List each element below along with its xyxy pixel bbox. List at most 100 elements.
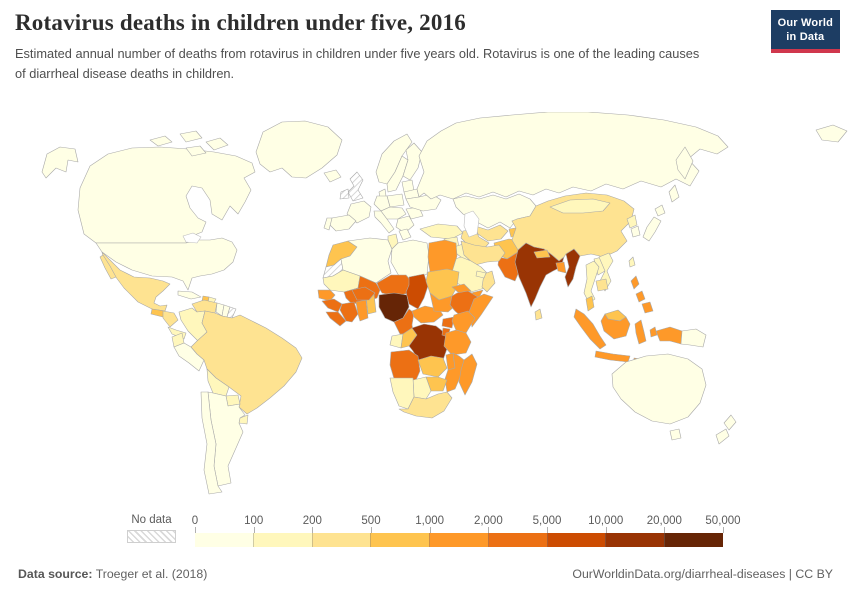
country-uae-qatar[interactable] [475,270,487,279]
country-cambodia[interactable] [595,278,609,292]
country-nepal[interactable] [533,249,551,259]
map-legend: No data 0 100 200 500 1,000 2,000 5,000 10,000 2… [0,513,850,555]
country-honduras-nicaragua[interactable] [162,310,179,328]
country-burkina-faso[interactable] [351,286,376,301]
country-cuba[interactable] [177,290,202,300]
legend-tick-mark [547,527,548,533]
legend-tick-label: 200 [302,515,322,527]
country-iceland[interactable] [323,169,342,183]
legend-tick-mark [312,527,314,533]
country-thailand[interactable] [583,260,600,304]
country-balkans[interactable] [395,215,415,234]
country-chad[interactable] [405,273,429,310]
country-chile[interactable] [200,391,223,495]
owid-logo-line1: Our World [777,17,833,29]
country-australia[interactable] [611,353,707,425]
legend-tick-mark [664,527,666,533]
legend-bin[interactable] [487,533,547,547]
country-united-kingdom[interactable] [347,171,364,202]
legend-tick-label: 100 [244,515,264,527]
owid-logo[interactable]: Our World in Data [770,10,840,53]
country-north-korea[interactable] [626,214,638,229]
country-egypt[interactable] [427,239,458,273]
country-uganda[interactable] [441,316,455,329]
country-senegal[interactable] [317,289,336,302]
country-ghana[interactable] [355,299,369,322]
country-oman[interactable] [481,270,496,293]
country-canada-arctic-4[interactable] [185,145,207,157]
country-guinea[interactable] [321,298,343,313]
country-australia-tasmania[interactable] [669,428,682,441]
country-bangladesh[interactable] [555,261,567,274]
country-south-korea[interactable] [630,225,641,238]
legend-tick-mark [253,527,255,533]
country-canada-arctic-2[interactable] [179,130,203,143]
legend-bin[interactable] [664,533,724,547]
legend-bin[interactable] [195,533,253,547]
legend-tick-label: 1,000 [415,515,445,527]
legend-tick-mark [605,527,607,533]
page-subtitle: Estimated annual number of deaths from r… [15,46,700,81]
country-canada[interactable] [77,146,256,244]
country-sierra-leone-liberia[interactable] [325,311,347,327]
country-angola[interactable] [389,349,421,383]
country-eritrea[interactable] [451,283,472,294]
country-myanmar[interactable] [564,248,581,288]
country-canada-arctic-3[interactable] [205,137,229,151]
country-new-zealand[interactable] [715,414,737,445]
country-finland[interactable] [402,142,423,181]
country-tanzania[interactable] [443,329,472,356]
legend-tick-label: 20,000 [646,515,682,527]
country-sri-lanka[interactable] [534,308,543,321]
country-zambia[interactable] [417,355,448,378]
country-usa-alaska[interactable] [41,146,79,179]
country-turkey[interactable] [419,223,464,240]
legend-no-data-swatch[interactable] [127,530,176,543]
legend-bin[interactable] [311,533,371,547]
country-russia-kamchatka[interactable] [675,146,694,180]
legend-bin[interactable] [370,533,430,547]
legend-no-data: No data [127,514,176,543]
country-greenland[interactable] [255,120,343,179]
legend-ticks: 0 100 200 500 1,000 2,000 5,000 10,000 20,000 50,… [192,514,741,533]
data-source-label: Data source: [18,567,93,581]
legend-bin[interactable] [546,533,606,547]
country-papua-new-guinea[interactable] [680,328,707,348]
country-greece[interactable] [398,228,412,241]
country-kenya[interactable] [451,310,476,334]
legend-bin[interactable] [605,533,665,547]
legend-tick-mark [429,527,431,533]
country-uzbekistan[interactable] [474,224,509,242]
country-taiwan[interactable] [628,256,636,268]
country-malaysia[interactable] [585,295,627,322]
country-madagascar[interactable] [458,353,478,396]
country-russia[interactable] [416,112,729,200]
country-cote-divoire[interactable] [339,301,359,323]
footer-license-link[interactable]: OurWorldinData.org/diarrheal-diseases | … [572,567,833,581]
country-central-europe[interactable] [380,206,407,220]
country-mexico-baja[interactable] [99,254,117,280]
country-iran[interactable] [460,240,506,266]
country-philippines[interactable] [630,275,654,314]
legend-bin[interactable] [429,533,488,547]
country-mongolia[interactable] [549,198,611,214]
country-usa[interactable] [95,237,238,291]
country-south-africa[interactable] [398,391,453,419]
country-france[interactable] [346,200,372,224]
legend-tick-label: 500 [361,515,381,527]
legend-bin[interactable] [252,533,312,547]
country-russia-sakhalin[interactable] [668,184,680,203]
legend-bar [195,533,724,547]
page-title: Rotavirus deaths in children under five,… [15,10,466,35]
chart-header: Rotavirus deaths in children under five,… [15,10,715,83]
country-japan[interactable] [642,204,666,242]
legend-tick-mark [488,527,490,533]
country-brazil[interactable] [190,310,303,415]
country-russia-chukotka[interactable] [815,124,848,143]
country-canada-arctic-1[interactable] [149,135,173,147]
country-spain[interactable] [328,214,357,232]
country-mexico[interactable] [101,251,171,312]
caspian-sea [463,210,480,238]
country-ireland[interactable] [339,188,350,200]
country-portugal[interactable] [323,217,333,231]
